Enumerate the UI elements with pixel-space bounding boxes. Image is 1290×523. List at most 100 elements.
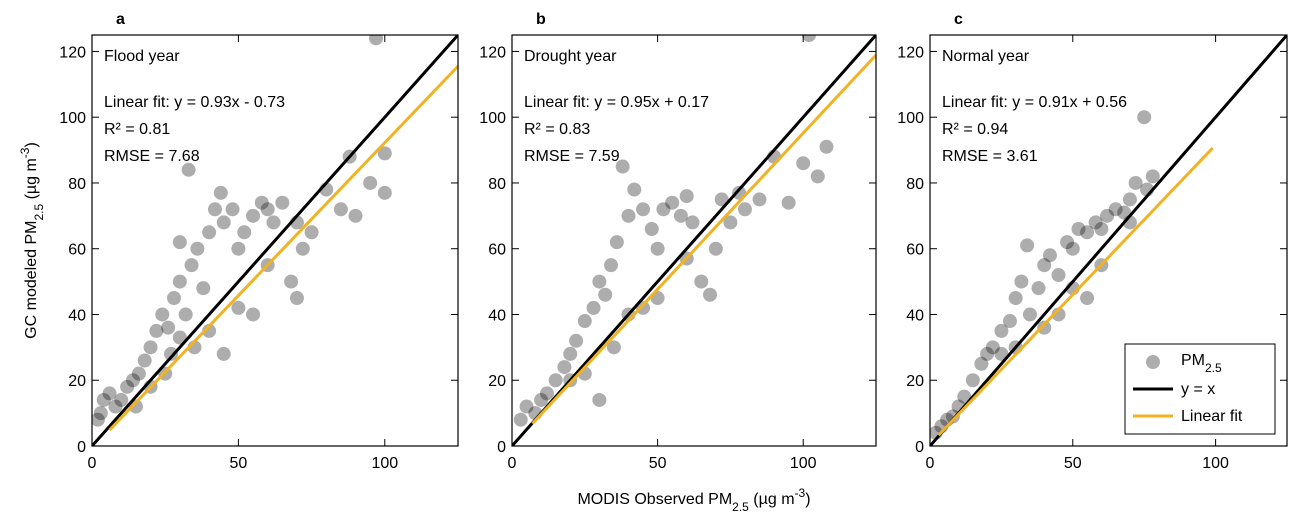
scatter-point xyxy=(184,258,199,273)
scatter-point xyxy=(534,392,549,407)
scatter-point xyxy=(1122,192,1137,207)
scatter-point xyxy=(377,146,392,161)
line xyxy=(531,53,876,425)
x-tick-label: 50 xyxy=(230,455,248,472)
scatter-point xyxy=(627,182,642,197)
plot-area xyxy=(92,35,458,446)
scatter-point xyxy=(172,330,187,345)
scatter-point xyxy=(604,258,619,273)
scatter-point xyxy=(1128,175,1143,190)
scatter-point xyxy=(957,389,972,404)
scatter-point xyxy=(1065,241,1080,256)
scatter-point xyxy=(708,241,723,256)
scatter-point xyxy=(1080,291,1095,306)
y-tick-label: 40 xyxy=(906,307,924,324)
annotation: Drought year xyxy=(524,48,617,65)
line xyxy=(512,35,876,446)
scatter-point xyxy=(216,215,231,230)
x-tick-label: 0 xyxy=(88,455,97,472)
scatter-point xyxy=(231,241,246,256)
scatter-point xyxy=(254,195,269,210)
scatter-point xyxy=(1088,215,1103,230)
x-tick-label: 50 xyxy=(1064,455,1082,472)
scatter-point xyxy=(1002,314,1017,329)
scatter-point xyxy=(1031,281,1046,296)
scatter-point xyxy=(644,221,659,236)
legend-marker xyxy=(1146,355,1160,369)
y-tick-label: 40 xyxy=(68,307,86,324)
scatter-point xyxy=(1020,238,1035,253)
scatter-point xyxy=(202,225,217,240)
annotation: Flood year xyxy=(104,48,180,65)
y-tick-label: 0 xyxy=(915,439,924,456)
y-tick-label: 100 xyxy=(897,110,924,127)
annotation: RMSE = 7.59 xyxy=(524,148,620,165)
plot-frame xyxy=(91,34,459,447)
y-tick-label: 120 xyxy=(897,44,924,61)
scatter-point xyxy=(974,356,989,371)
scatter-point xyxy=(161,320,176,335)
annotation: Linear fit: y = 0.93x - 0.73 xyxy=(104,94,285,111)
y-tick-label: 60 xyxy=(488,242,506,259)
scatter-point xyxy=(1037,320,1052,335)
scatter-point xyxy=(679,189,694,204)
scatter-point xyxy=(102,386,117,401)
y-axis-label: GC modeled PM2.5 (µg m-3) xyxy=(18,142,46,339)
annotation: Normal year xyxy=(942,48,1030,65)
scatter-point xyxy=(636,300,651,315)
scatter-point xyxy=(289,291,304,306)
y-tick-label: 80 xyxy=(906,176,924,193)
scatter-point xyxy=(348,208,363,223)
plot-area xyxy=(512,35,876,446)
scatter-point xyxy=(172,235,187,250)
x-tick-label: 0 xyxy=(508,455,517,472)
line xyxy=(937,146,1214,437)
y-tick-label: 120 xyxy=(59,44,86,61)
scatter-point xyxy=(609,235,624,250)
scatter-point xyxy=(155,307,170,322)
scatter-point xyxy=(125,373,140,388)
annotation: R² = 0.83 xyxy=(524,121,590,138)
y-tick-label: 100 xyxy=(479,110,506,127)
panel-label: b xyxy=(536,11,546,28)
scatter-point xyxy=(665,195,680,210)
scatter-point xyxy=(810,169,825,184)
line xyxy=(92,35,458,446)
scatter-point xyxy=(650,241,665,256)
scatter-point xyxy=(237,225,252,240)
scatter-point xyxy=(172,274,187,289)
x-tick-label: 100 xyxy=(1202,455,1229,472)
scatter-point xyxy=(166,291,181,306)
scatter-point xyxy=(636,202,651,217)
scatter-point xyxy=(802,35,817,42)
scatter-point xyxy=(752,192,767,207)
y-tick-label: 100 xyxy=(59,110,86,127)
scatter-point xyxy=(304,225,319,240)
scatter-point xyxy=(114,392,129,407)
scatter-point xyxy=(1117,205,1132,220)
scatter-point xyxy=(577,314,592,329)
scatter-point xyxy=(945,409,960,424)
scatter-point xyxy=(284,274,299,289)
x-axis-label-part: 2.5 xyxy=(732,500,749,514)
scatter-point xyxy=(606,340,621,355)
scatter-point xyxy=(994,346,1009,361)
scatter-point xyxy=(92,412,105,427)
scatter-point xyxy=(1145,169,1160,184)
scatter-point xyxy=(737,202,752,217)
scatter-point xyxy=(519,399,534,414)
x-tick-label: 0 xyxy=(926,455,935,472)
scatter-point xyxy=(1008,291,1023,306)
scatter-point xyxy=(723,215,738,230)
scatter-point xyxy=(994,323,1009,338)
y-tick-label: 60 xyxy=(906,242,924,259)
scatter-point xyxy=(196,281,211,296)
scatter-point xyxy=(1094,221,1109,236)
scatter-point xyxy=(181,162,196,177)
scatter-point xyxy=(539,386,554,401)
scatter-point xyxy=(143,340,158,355)
scatter-point xyxy=(96,392,111,407)
scatter-point xyxy=(796,156,811,171)
scatter-point xyxy=(164,346,179,361)
